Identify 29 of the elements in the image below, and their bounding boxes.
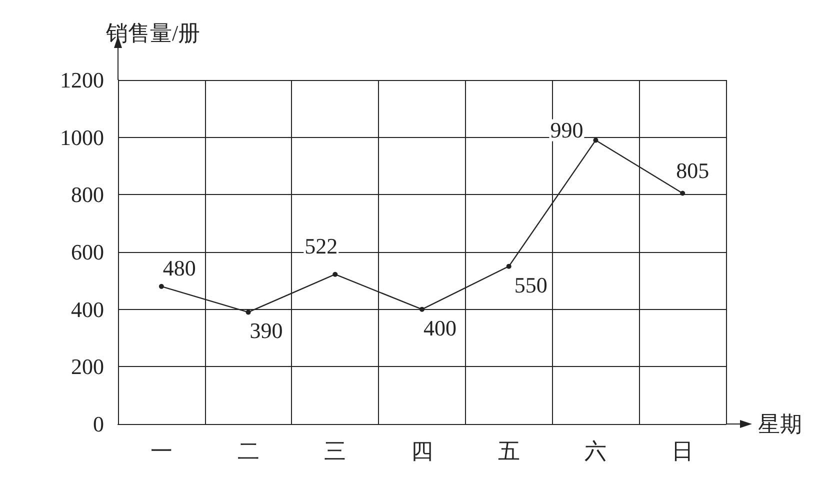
point: [332, 272, 338, 277]
y-tick-label: 200: [71, 354, 104, 380]
data-label: 550: [514, 272, 548, 298]
y-tick-label: 1200: [60, 68, 104, 92]
point: [158, 284, 164, 289]
data-label: 480: [162, 255, 196, 280]
y-tick-label: 400: [71, 296, 104, 322]
x-tick-label: 五: [498, 438, 520, 464]
y-tick-label: 800: [71, 182, 104, 208]
point: [506, 264, 512, 269]
point: [593, 138, 598, 143]
y-tick-label: 600: [71, 240, 104, 264]
x-tick-label: 日: [672, 438, 694, 464]
x-tick-label: 三: [324, 438, 346, 464]
x-tick-label: 四: [411, 438, 433, 464]
x-tick-label: 六: [584, 438, 607, 464]
data-label: 805: [676, 158, 710, 184]
data-label: 400: [424, 315, 456, 340]
y-tick-label: 1000: [60, 124, 104, 150]
x-axis-title: 星期: [758, 412, 802, 436]
y-tick-label: 0: [93, 412, 104, 436]
data-label: 522: [304, 233, 338, 258]
point: [246, 310, 251, 315]
data-label: 990: [550, 118, 584, 143]
point: [420, 306, 424, 312]
x-tick-label: 一: [150, 438, 172, 464]
data-label: 390: [250, 318, 283, 344]
point: [680, 190, 686, 196]
x-tick-label: 二: [237, 438, 260, 464]
